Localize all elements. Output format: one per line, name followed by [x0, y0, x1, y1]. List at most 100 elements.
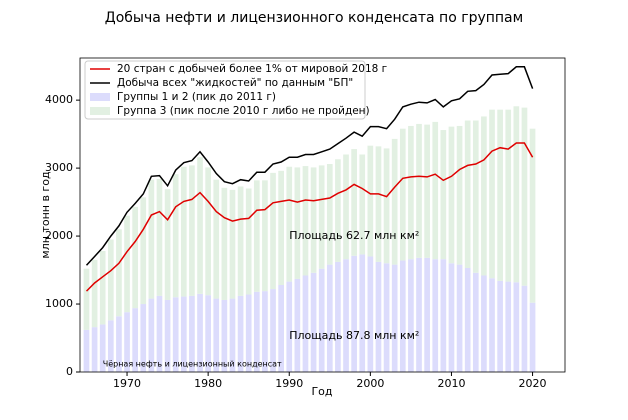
bar: [351, 255, 357, 372]
annotation: Чёрная нефть и лицензионный конденсат: [103, 359, 282, 368]
legend-marker: [90, 93, 110, 101]
bar: [278, 170, 284, 286]
bar: [213, 179, 220, 299]
bar: [399, 260, 406, 372]
bar: [424, 257, 430, 372]
bar: [335, 261, 341, 372]
bar: [124, 215, 130, 313]
bar: [481, 275, 487, 372]
bar: [318, 165, 325, 269]
bar: [440, 259, 447, 372]
bar: [408, 125, 414, 260]
bar: [237, 186, 244, 296]
bar: [262, 180, 268, 292]
bar: [318, 268, 325, 372]
x-axis-label: Год: [311, 385, 332, 398]
bar: [351, 149, 357, 256]
bar: [529, 128, 536, 303]
bar: [383, 263, 390, 372]
chart-title: Добыча нефти и лицензионного конденсата …: [105, 10, 523, 26]
bar: [399, 128, 406, 261]
bar: [367, 256, 374, 372]
bar: [448, 263, 455, 372]
bar: [416, 123, 422, 258]
bar: [197, 293, 203, 372]
bar: [326, 264, 333, 372]
x-tick-label: 1990: [275, 377, 303, 390]
bar: [189, 295, 195, 372]
bar: [456, 264, 463, 372]
bar: [432, 121, 439, 260]
bar: [375, 261, 382, 372]
bar: [286, 281, 293, 372]
bar: [83, 329, 90, 372]
bar: [416, 257, 422, 372]
bar: [107, 320, 114, 372]
bar: [156, 178, 163, 296]
bar: [505, 109, 512, 282]
bar: [253, 180, 260, 292]
bar: [456, 125, 463, 265]
annotation: Площадь 87.8 млн км²: [289, 329, 419, 342]
bar: [229, 189, 236, 299]
bar: [99, 251, 106, 325]
bar: [189, 165, 195, 296]
bar: [335, 159, 341, 262]
y-tick-label: 2000: [45, 229, 73, 242]
legend-box: [84, 60, 366, 120]
bar: [148, 298, 155, 372]
bar: [481, 116, 487, 276]
bar: [513, 282, 520, 372]
bar: [253, 291, 260, 372]
legend-marker: [90, 107, 110, 115]
bar: [521, 107, 528, 286]
plot-frame: [79, 57, 566, 373]
bar: [294, 278, 301, 372]
line: [85, 142, 534, 292]
y-tick-label: 3000: [45, 161, 73, 174]
bar: [278, 285, 284, 372]
bar: [464, 120, 471, 269]
bar: [343, 154, 349, 260]
bar: [529, 302, 536, 372]
y-tick-label: 1000: [45, 297, 73, 310]
bar: [489, 278, 495, 372]
bar: [132, 206, 138, 309]
line: [85, 66, 534, 266]
bar: [448, 126, 455, 264]
bar: [140, 304, 147, 372]
bar: [140, 197, 147, 305]
bar: [172, 297, 179, 372]
bar: [205, 167, 211, 296]
bar: [472, 272, 479, 372]
bar: [262, 291, 268, 372]
legend-label: 20 стран с добычей более 1% от мировой 2…: [117, 63, 387, 75]
bar: [116, 316, 122, 372]
bar: [229, 298, 236, 372]
bar: [124, 312, 130, 372]
bar: [107, 239, 114, 321]
bar: [424, 124, 430, 258]
legend-label: Добыча всех "жидкостей" по данным "БП": [117, 77, 353, 89]
bar: [375, 146, 382, 262]
bar: [359, 154, 366, 255]
legend-label: Группы 1 и 2 (пик до 2011 г): [117, 91, 276, 103]
bar: [302, 275, 309, 372]
bar: [83, 268, 90, 330]
bar: [359, 254, 366, 372]
bar: [310, 167, 317, 273]
bar: [302, 166, 309, 276]
bar: [245, 188, 252, 295]
bar: [310, 272, 317, 372]
x-tick-label: 2010: [437, 377, 465, 390]
bar: [286, 166, 293, 282]
bar: [343, 259, 349, 372]
bar: [391, 138, 398, 265]
bar: [464, 268, 471, 372]
bar: [197, 157, 203, 294]
bar: [367, 145, 374, 257]
bar: [472, 120, 479, 273]
bar: [180, 166, 187, 297]
bar: [116, 229, 122, 317]
